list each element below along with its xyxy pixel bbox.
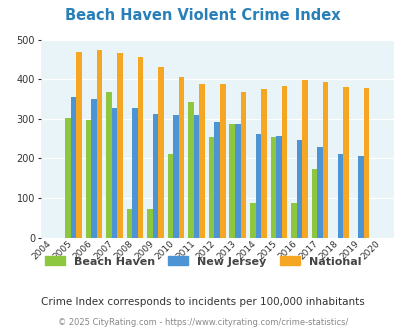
- Bar: [337, 154, 342, 238]
- Bar: [132, 108, 138, 238]
- Bar: [167, 154, 173, 238]
- Bar: [194, 115, 199, 238]
- Bar: [76, 52, 81, 238]
- Bar: [158, 67, 164, 238]
- Bar: [301, 81, 307, 238]
- Text: Beach Haven Violent Crime Index: Beach Haven Violent Crime Index: [65, 8, 340, 23]
- Bar: [91, 99, 96, 238]
- Bar: [281, 86, 286, 238]
- Bar: [152, 115, 158, 238]
- Bar: [173, 115, 179, 238]
- Bar: [229, 123, 234, 238]
- Bar: [111, 108, 117, 238]
- Bar: [255, 134, 260, 238]
- Bar: [126, 209, 132, 238]
- Legend: Beach Haven, New Jersey, National: Beach Haven, New Jersey, National: [45, 256, 360, 267]
- Bar: [106, 92, 111, 238]
- Bar: [290, 203, 296, 238]
- Bar: [316, 147, 322, 238]
- Bar: [311, 170, 316, 238]
- Text: Crime Index corresponds to incidents per 100,000 inhabitants: Crime Index corresponds to incidents per…: [41, 297, 364, 307]
- Bar: [188, 102, 194, 238]
- Bar: [85, 119, 91, 238]
- Bar: [199, 84, 205, 238]
- Bar: [296, 140, 301, 238]
- Bar: [117, 53, 123, 238]
- Bar: [240, 92, 245, 238]
- Bar: [357, 156, 363, 238]
- Bar: [220, 84, 225, 238]
- Bar: [363, 87, 369, 238]
- Bar: [179, 77, 184, 238]
- Bar: [214, 122, 220, 238]
- Bar: [322, 82, 327, 238]
- Bar: [209, 137, 214, 238]
- Bar: [342, 87, 348, 238]
- Bar: [270, 137, 275, 238]
- Bar: [260, 89, 266, 238]
- Bar: [275, 136, 281, 238]
- Bar: [249, 203, 255, 238]
- Bar: [138, 57, 143, 238]
- Bar: [70, 97, 76, 238]
- Text: © 2025 CityRating.com - https://www.cityrating.com/crime-statistics/: © 2025 CityRating.com - https://www.city…: [58, 318, 347, 327]
- Bar: [234, 123, 240, 238]
- Bar: [147, 209, 152, 238]
- Bar: [65, 117, 70, 238]
- Bar: [96, 50, 102, 238]
